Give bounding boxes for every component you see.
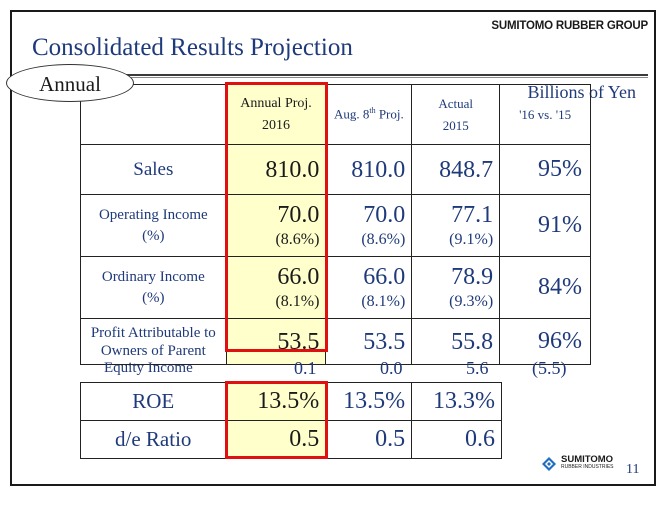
compare-value: (5.5) xyxy=(532,358,567,378)
col-header-aug-proj: Aug. 8th Proj. xyxy=(325,84,413,145)
table-row-de-ratio: d/e Ratio 0.5 0.5 0.6 xyxy=(79,420,502,459)
percent: (8.6%) xyxy=(275,230,320,248)
value: 78.9 xyxy=(451,263,494,290)
compare-cell: 96% xyxy=(499,318,591,365)
value: 810.0 xyxy=(351,156,406,183)
divider xyxy=(26,74,648,76)
row-label-line: Ordinary Income xyxy=(101,268,205,285)
value: 810.0 xyxy=(265,156,320,183)
row-label: Operating Income (%) xyxy=(80,194,227,257)
value: 53.5 xyxy=(277,328,320,355)
col-header-text: Proj. xyxy=(375,106,404,122)
page-number: 11 xyxy=(626,462,640,477)
value-cell: 13.3% xyxy=(411,382,502,421)
value-cell: 70.0 (8.6%) xyxy=(225,194,327,257)
table-row-operating-income: Operating Income (%) 70.0 (8.6%) 70.0 (8.6… xyxy=(80,194,591,257)
value-cell: 810.0 xyxy=(325,144,413,195)
percent: (8.1%) xyxy=(361,292,406,310)
value-cell: 77.1 (9.1%) xyxy=(411,194,501,257)
logo-subtitle: RUBBER INDUSTRIES xyxy=(561,464,614,470)
value-cell: 66.0 (8.1%) xyxy=(325,256,413,319)
value-cell: 53.5 xyxy=(225,318,327,365)
table-row-profit: Profit Attributable to Owners of Parent … xyxy=(80,318,591,365)
value: 55.8 xyxy=(451,328,494,355)
value-cell: 55.8 xyxy=(411,318,501,365)
annual-badge: Annual xyxy=(6,64,134,102)
logo-name: SUMITOMO xyxy=(561,454,614,465)
row-label: d/e Ratio xyxy=(79,420,227,459)
value: 0.1 xyxy=(294,358,317,378)
value: 70.0 xyxy=(363,201,406,228)
value: 77.1 xyxy=(451,201,494,228)
col-header-annual-proj: Annual Proj. 2016 xyxy=(225,84,327,145)
col-header-actual: Actual 2015 xyxy=(411,84,501,145)
table-row-ordinary-income: Ordinary Income (%) 66.0 (8.1%) 66.0 (8.1%… xyxy=(80,256,591,319)
value-cell: 53.5 xyxy=(325,318,413,365)
divider xyxy=(26,77,648,78)
page-title: Consolidated Results Projection xyxy=(32,34,353,61)
brand-label: SUMITOMO RUBBER GROUP xyxy=(491,20,648,32)
value: 66.0 xyxy=(363,263,406,290)
value-cell: 0.5 xyxy=(325,420,413,459)
value-cell: 78.9 (9.3%) xyxy=(411,256,501,319)
value-cell: 70.0 (8.6%) xyxy=(325,194,413,257)
value: 70.0 xyxy=(277,201,320,228)
row-label: Ordinary Income (%) xyxy=(80,256,227,319)
value-cell: 848.7 xyxy=(411,144,501,195)
table-row-roe: ROE 13.5% 13.5% 13.3% xyxy=(79,382,502,421)
row-label: ROE xyxy=(79,382,227,421)
percent: (8.6%) xyxy=(361,230,406,248)
percent: (9.3%) xyxy=(449,292,494,310)
compare-cell: 95% xyxy=(499,144,591,195)
results-table: Annual Proj. 2016 Aug. 8th Proj. Actual … xyxy=(80,84,591,365)
company-logo: SUMITOMO RUBBER INDUSTRIES xyxy=(561,455,614,471)
row-label: Profit Attributable to Owners of Parent xyxy=(80,318,227,365)
col-header-sup: th xyxy=(369,106,376,116)
value: 0.0 xyxy=(380,358,403,378)
value-cell: 0.5 xyxy=(225,420,327,459)
col-header-text: Aug. 8 xyxy=(333,106,370,122)
compare-cell: 91% xyxy=(499,194,591,257)
row-label: Sales xyxy=(80,144,227,195)
percent: (9.1%) xyxy=(449,230,494,248)
value-cell: 66.0 (8.1%) xyxy=(225,256,327,319)
value-cell: 13.5% xyxy=(225,382,327,421)
table-header-row: Annual Proj. 2016 Aug. 8th Proj. Actual … xyxy=(80,84,591,145)
col-header-yoy: '16 vs. '15 xyxy=(499,84,591,145)
row-label-line: Operating Income xyxy=(98,206,208,223)
row-label-line: (%) xyxy=(142,289,165,306)
col-header-line: Annual Proj. xyxy=(240,95,312,111)
compare-cell: 84% xyxy=(499,256,591,319)
col-header-line: 2016 xyxy=(262,117,291,133)
ratio-table: ROE 13.5% 13.5% 13.3% d/e Ratio 0.5 0.5 … xyxy=(79,382,502,459)
value-cell: 13.5% xyxy=(325,382,413,421)
row-label-line: (%) xyxy=(142,227,165,244)
value: 5.6 xyxy=(466,358,489,378)
col-header-line: Actual xyxy=(438,95,474,111)
value: 66.0 xyxy=(277,263,320,290)
table-row-sales: Sales 810.0 810.0 848.7 95% xyxy=(80,144,591,195)
col-header-line: 2015 xyxy=(442,117,469,133)
percent: (8.1%) xyxy=(275,292,320,310)
value: 53.5 xyxy=(363,328,406,355)
row-label-line: Owners of Parent xyxy=(100,342,206,359)
row-label: Equity Income xyxy=(104,360,193,376)
value-cell: 810.0 xyxy=(225,144,327,195)
row-label-line: Profit Attributable to xyxy=(90,324,216,341)
value: 848.7 xyxy=(439,156,494,183)
company-logo-icon xyxy=(542,457,556,471)
equity-income-row: Equity Income 0.1 0.0 5.6 (5.5) xyxy=(80,356,591,380)
value-cell: 0.6 xyxy=(411,420,502,459)
